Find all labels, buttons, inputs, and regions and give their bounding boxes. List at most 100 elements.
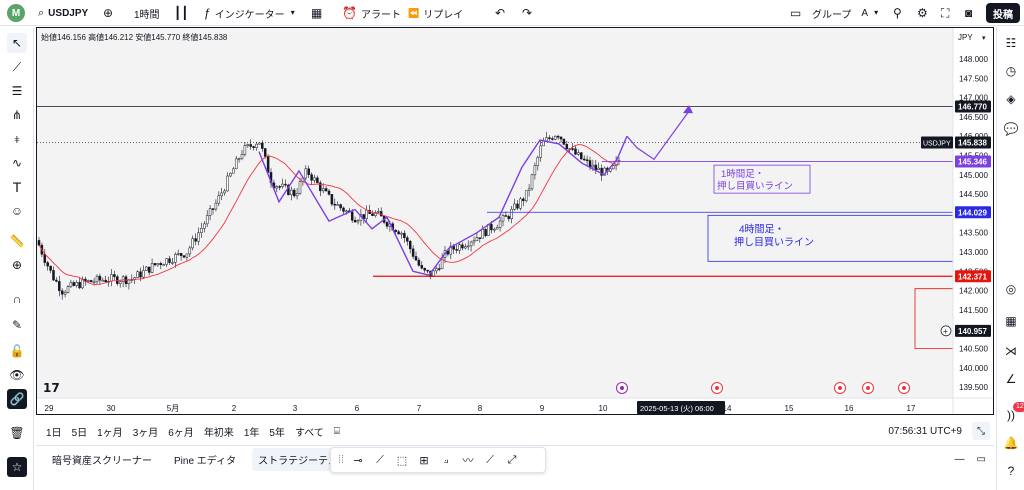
user-avatar[interactable]: M bbox=[7, 4, 25, 22]
interval-button[interactable]: 1時間 bbox=[134, 9, 160, 21]
level-1h-price-tag: 145.346 bbox=[958, 157, 987, 166]
fib-tool[interactable]: ☰ bbox=[7, 81, 27, 101]
text-tool[interactable]: T bbox=[7, 177, 27, 197]
trend-line-fav-tool[interactable]: ⟋ bbox=[369, 449, 391, 471]
draw-mode-tool[interactable]: ✎ bbox=[7, 315, 27, 335]
candle-body bbox=[63, 292, 67, 295]
range-1y[interactable]: 1年 bbox=[243, 427, 260, 439]
range-all[interactable]: すべて bbox=[294, 427, 324, 439]
candle-body bbox=[522, 198, 525, 202]
extended-line-tool[interactable]: ⟋ bbox=[479, 449, 501, 471]
range-1d[interactable]: 1日 bbox=[46, 427, 62, 439]
alert-button[interactable]: ⏰ アラート bbox=[342, 0, 401, 26]
price-tick-label: 140.500 bbox=[959, 345, 988, 354]
brush-tool[interactable]: ∿ bbox=[7, 153, 27, 173]
polyline-tool[interactable]: 〰 bbox=[457, 449, 479, 471]
pencil-lock-icon: ✎ bbox=[11, 318, 23, 332]
goto-date-button[interactable]: ⌸ bbox=[334, 426, 340, 437]
ideas-button[interactable]: ⋊ bbox=[1001, 341, 1021, 361]
tab-pine-editor[interactable]: Pine エディタ bbox=[174, 456, 237, 467]
level-red-price-tag: 142.371 bbox=[958, 272, 987, 281]
candle-body bbox=[548, 137, 551, 139]
magnet-tool[interactable]: ∩ bbox=[7, 289, 27, 309]
lock-tool[interactable]: 🔓 bbox=[7, 341, 27, 361]
search-settings-icon: ⚲ bbox=[893, 6, 902, 20]
replay-button[interactable]: ⏪ リプレイ bbox=[408, 0, 463, 26]
redo-button[interactable]: ↷ bbox=[522, 0, 532, 26]
chart-pane[interactable]: 1時間足・ 押し目買いライン 4時間足・ 押し目買いライン 148.000 147.50… bbox=[36, 27, 994, 415]
price-axis[interactable]: 148.000147.500147.000146.500146.000145.5… bbox=[921, 55, 991, 392]
remove-tool[interactable]: 🗑 bbox=[7, 423, 27, 443]
arrow-tool[interactable]: ⤢ bbox=[501, 449, 523, 471]
chevron-down-icon[interactable]: ▾ bbox=[982, 35, 986, 42]
range-3m[interactable]: 3ヶ月 bbox=[132, 427, 159, 439]
compare-symbol-button[interactable]: ⊕ bbox=[103, 0, 113, 26]
tradingview-logo-icon: 𝟭𝟳 bbox=[43, 381, 60, 395]
auto-scale-button[interactable]: ⤡ bbox=[972, 422, 990, 440]
maximize-panel-button[interactable]: ▭ bbox=[977, 454, 986, 465]
quick-search-button[interactable]: ⚲ bbox=[893, 0, 902, 26]
fullscreen-button[interactable]: ⛶ bbox=[941, 0, 949, 26]
currency-label[interactable]: JPY bbox=[958, 33, 973, 42]
calendar-button[interactable]: ▦ bbox=[1001, 311, 1021, 331]
clock-display[interactable]: 07:56:31 UTC+9 bbox=[888, 425, 962, 437]
settings-button[interactable]: ⚙ bbox=[917, 0, 928, 26]
target-button[interactable]: ◎ bbox=[1001, 279, 1021, 299]
zoom-tool[interactable]: ⊕ bbox=[7, 255, 27, 275]
range-5y[interactable]: 5年 bbox=[269, 427, 285, 439]
rewind-icon: ⏪ bbox=[408, 7, 420, 18]
crosshair-box-tool[interactable]: ⊞ bbox=[413, 449, 435, 471]
path-tool[interactable]: ⟓ bbox=[435, 449, 457, 471]
add-alert-button[interactable] bbox=[940, 325, 952, 337]
drag-handle[interactable]: ⁞⁞ bbox=[337, 454, 345, 466]
rectangle-tool[interactable]: ⬚ bbox=[391, 449, 413, 471]
watchlist-button[interactable]: ☷ bbox=[1001, 33, 1021, 53]
layouts-button[interactable]: ▦ bbox=[311, 0, 322, 26]
horizontal-ray-tool[interactable]: ⊸ bbox=[347, 449, 369, 471]
post-button[interactable]: 投稿 bbox=[986, 3, 1020, 23]
favorites-tool[interactable]: ☆ bbox=[7, 457, 27, 477]
candle-body bbox=[475, 237, 479, 241]
candle-body bbox=[490, 224, 493, 231]
undo-button[interactable]: ↶ bbox=[495, 0, 505, 26]
alerts-panel-button[interactable]: ◷ bbox=[1001, 61, 1021, 81]
range-ytd[interactable]: 年初来 bbox=[203, 427, 234, 439]
expand-icon: ⤡ bbox=[977, 425, 985, 437]
streams-button[interactable]: )) 12 bbox=[1001, 402, 1024, 425]
minimize-panel-button[interactable]: — bbox=[955, 454, 965, 465]
layout-toggle-button[interactable]: ▭ bbox=[790, 0, 801, 26]
cursor-tool[interactable]: ↖ bbox=[7, 33, 27, 53]
grid-icon: ▦ bbox=[311, 6, 323, 20]
data-window-button[interactable]: ◈ bbox=[1001, 89, 1021, 109]
candle-body bbox=[139, 271, 142, 278]
chart-type-button[interactable]: ┃┃ bbox=[174, 0, 188, 26]
crosshair-date-tag bbox=[637, 401, 725, 414]
chats-button[interactable]: 💬 bbox=[1001, 119, 1021, 139]
candle-body bbox=[461, 244, 464, 249]
forecast-tool[interactable]: ⧧ bbox=[7, 129, 27, 149]
pattern-tool[interactable]: ⋔ bbox=[7, 105, 27, 125]
time-axis[interactable]: 29 30 5月 2 3 6 7 8 9 10 14 15 16 17 2025-05-13 (火) 06:… bbox=[45, 382, 916, 415]
price-tick-label: 145.000 bbox=[959, 171, 988, 180]
notifications-button[interactable]: 🔔 bbox=[1001, 433, 1021, 453]
group-button[interactable]: グループ A ▾ bbox=[812, 0, 878, 26]
trend-line-tool[interactable]: ⟋ bbox=[7, 57, 27, 77]
range-1m[interactable]: 1ヶ月 bbox=[97, 427, 123, 439]
time-tick-label: 17 bbox=[907, 404, 916, 413]
icon-tool[interactable]: ☺ bbox=[7, 201, 27, 221]
tab-crypto-screener[interactable]: 暗号資産スクリーナー bbox=[52, 456, 152, 467]
snapshot-button[interactable]: ◙ bbox=[965, 0, 972, 26]
symbol-search-button[interactable]: ⌕ USDJPY bbox=[38, 0, 88, 26]
sync-drawings-tool[interactable]: 🔗 bbox=[7, 389, 27, 409]
hide-tool[interactable]: 👁 bbox=[7, 365, 27, 385]
pattern-button[interactable]: ∠ bbox=[1001, 369, 1021, 389]
ray-icon: ⊸ bbox=[353, 454, 363, 467]
range-6m[interactable]: 6ヶ月 bbox=[168, 427, 194, 439]
help-button[interactable]: ? bbox=[1001, 461, 1021, 481]
range-5d[interactable]: 5日 bbox=[71, 427, 88, 439]
measure-tool[interactable]: 📏 bbox=[7, 231, 27, 251]
last-price-tag: 145.838 bbox=[958, 138, 987, 147]
calendar-icon: ▦ bbox=[1005, 314, 1017, 328]
indicators-button[interactable]: ƒ インジケーター ▾ bbox=[204, 0, 295, 26]
